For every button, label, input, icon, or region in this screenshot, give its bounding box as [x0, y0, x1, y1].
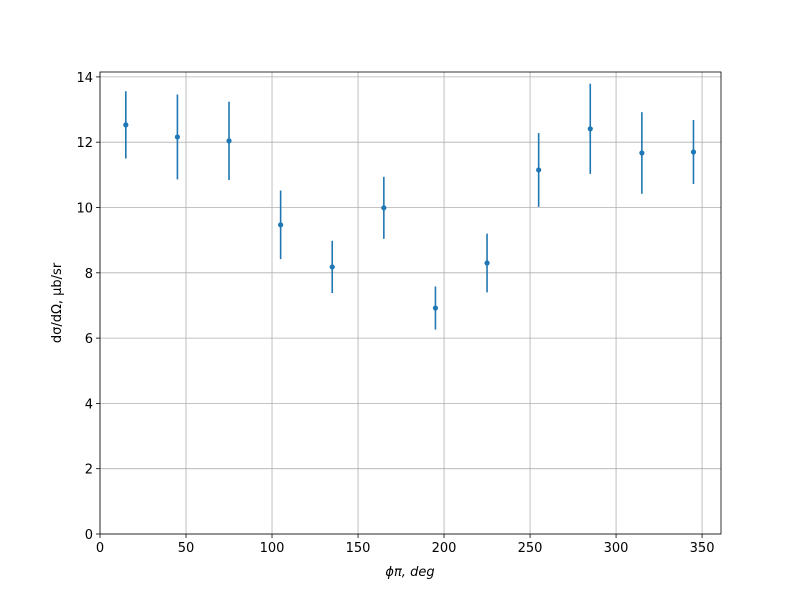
x-tick-label: 350	[690, 541, 715, 556]
y-tick-label: 2	[85, 463, 93, 478]
y-tick-label: 14	[76, 71, 93, 86]
x-tick-label: 50	[178, 541, 195, 556]
data-point	[381, 205, 387, 211]
data-point	[226, 138, 232, 144]
data-point	[174, 134, 181, 140]
y-tick-label: 6	[85, 332, 93, 347]
x-tick-label: 300	[604, 541, 629, 556]
data-point	[639, 150, 645, 156]
x-tick-label: 200	[432, 541, 457, 556]
y-tick-label: 4	[85, 397, 93, 412]
axes-frame	[99, 71, 722, 535]
data-point	[690, 149, 697, 155]
data-point	[329, 264, 335, 270]
data-point	[484, 260, 490, 266]
x-axis-label: ϕπ, deg	[385, 565, 434, 580]
y-tick-label: 12	[76, 136, 93, 151]
data-point	[123, 122, 129, 128]
y-tick-label: 8	[85, 267, 93, 282]
x-tick-label: 100	[260, 541, 285, 556]
data-point	[278, 222, 284, 228]
y-tick-label: 10	[76, 201, 93, 216]
data-point	[587, 126, 593, 132]
x-tick-label: 150	[346, 541, 371, 556]
y-axis-label: dσ/dΩ, μb/sr	[50, 262, 65, 343]
x-tick-label: 0	[96, 541, 104, 556]
x-tick-label: 250	[518, 541, 543, 556]
marks	[123, 83, 697, 330]
y-tick-label: 0	[85, 528, 93, 543]
data-point	[432, 305, 439, 311]
data-point	[536, 167, 542, 173]
